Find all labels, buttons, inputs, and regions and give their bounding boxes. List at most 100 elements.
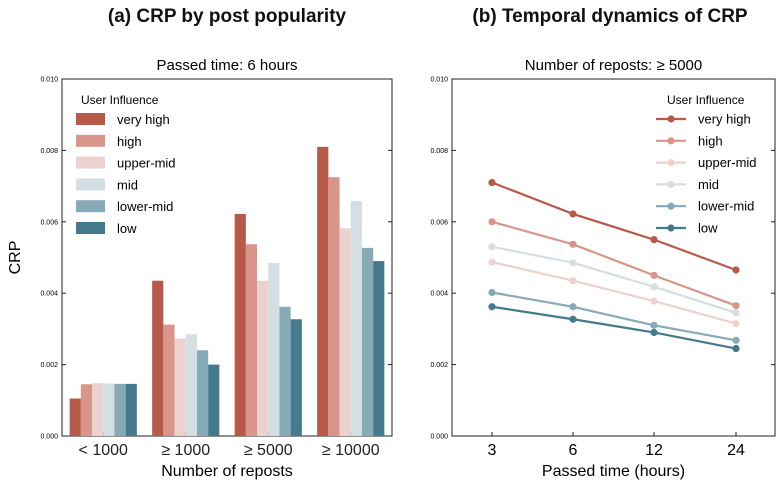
point-mid: [650, 283, 658, 291]
panel-a-ytick-label: 0.004: [40, 291, 58, 298]
bar-mid: [103, 383, 115, 436]
point-high: [650, 271, 658, 279]
point-low: [650, 328, 658, 337]
bar-mid: [350, 201, 362, 436]
point-upper-mid: [569, 277, 577, 285]
line-high: [491, 220, 737, 307]
panel-a-legend-swatch: [76, 200, 105, 213]
bar-low: [373, 261, 385, 436]
panel-b-legend-marker: [667, 137, 675, 145]
point-lower-mid: [488, 288, 496, 297]
panel-b-frame: [451, 78, 776, 437]
panel-b-xtick-label: 24: [727, 442, 745, 459]
panel-a-legend-label: lower-mid: [117, 199, 173, 214]
panel-a-legend-swatch: [76, 222, 105, 234]
point-mid: [569, 259, 577, 267]
point-lower-mid: [569, 303, 577, 311]
point-very-high: [569, 210, 577, 218]
point-very-high: [488, 178, 496, 187]
panel-a-legend-swatch: [76, 156, 105, 169]
panel-b-ytick-label: 0.002: [430, 362, 448, 369]
line-low: [491, 305, 737, 350]
panel-a-legend-swatch: [76, 113, 105, 125]
panel-b-legend-label: mid: [698, 177, 719, 192]
panel-a-ytick-label: 0.002: [40, 362, 58, 369]
point-lower-mid: [732, 336, 740, 344]
panel-a-ytick-label: 0.006: [40, 219, 58, 226]
point-upper-mid: [650, 297, 658, 305]
panel-a-xtick-label: < 1000: [79, 442, 128, 459]
line-mid: [491, 245, 737, 314]
bar-upper-mid: [257, 280, 269, 436]
point-high: [488, 218, 496, 226]
bar-very-high: [317, 146, 329, 436]
point-upper-mid: [732, 319, 740, 328]
bar-upper-mid: [339, 228, 351, 436]
panel-a-legend-title: User Influence: [81, 93, 159, 107]
panel-b-xtick-label: 6: [569, 442, 578, 459]
point-low: [732, 344, 740, 353]
panel-b-ytick-label: 0.006: [430, 219, 448, 226]
figure-title-b: (b) Temporal dynamics of CRP: [472, 6, 748, 27]
bar-high: [80, 384, 93, 436]
panel-a: Passed time: 6 hours 0.000 0.002 0.004 0.006…: [7, 57, 393, 480]
bar-lower-mid: [361, 247, 374, 436]
point-mid: [732, 309, 740, 317]
bar-lower-mid: [196, 350, 209, 436]
panel-a-legend-label: low: [117, 221, 137, 236]
bar-high: [328, 177, 340, 437]
panel-b-ytick-label: 0.004: [430, 291, 448, 298]
panel-a-ylabel: CRP: [7, 241, 24, 275]
panel-b-legend-label: upper-mid: [698, 155, 757, 170]
panel-b-legend-title: User Influence: [667, 93, 745, 107]
point-low: [569, 315, 577, 323]
panel-b: Number of reposts: ≥ 5000 0.000 0.002 0.004…: [430, 57, 776, 480]
panel-a-legend-label: mid: [117, 177, 138, 192]
point-very-high: [650, 236, 658, 244]
panel-b-legend-label: high: [698, 133, 723, 148]
panel-a-frame: [61, 78, 393, 437]
bar-mid: [185, 334, 197, 436]
bar-very-high: [69, 398, 81, 436]
panel-b-legend-label: very high: [698, 112, 751, 127]
bar-low: [208, 364, 220, 436]
bar-low: [125, 383, 137, 436]
panel-a-xtick-label: ≥ 5000: [244, 442, 293, 459]
bar-high: [163, 324, 175, 436]
bar-upper-mid: [92, 383, 104, 436]
panel-b-ytick-label: 0.010: [430, 77, 448, 84]
panel-a-xtick-label: ≥ 10000: [322, 442, 380, 459]
panel-b-legend-marker: [667, 202, 675, 210]
panel-b-legend-label: lower-mid: [698, 199, 754, 214]
bar-lower-mid: [114, 383, 126, 436]
panel-a-legend-label: upper-mid: [117, 156, 176, 171]
panel-a-xtick-label: ≥ 1000: [161, 442, 210, 459]
panel-a-ytick-label: 0.010: [40, 77, 58, 84]
point-upper-mid: [488, 258, 496, 266]
panel-b-legend-marker: [667, 224, 675, 232]
panel-a-ytick-label: 0.000: [40, 434, 58, 441]
bar-lower-mid: [279, 306, 291, 436]
panel-a-legend-label: very high: [117, 112, 170, 127]
figure-title-a: (a) CRP by post popularity: [107, 6, 347, 27]
panel-b-xtick-label: 3: [488, 442, 497, 459]
line-upper-mid: [491, 261, 737, 325]
point-mid: [488, 243, 496, 251]
bar-very-high: [152, 280, 164, 436]
panel-a-ytick-label: 0.008: [40, 148, 58, 155]
line-very-high: [491, 181, 737, 272]
panel-a-legend-swatch: [76, 134, 105, 147]
point-high: [569, 240, 577, 248]
panel-b-legend-marker: [667, 180, 675, 188]
bar-mid: [268, 262, 280, 436]
panel-b-subtitle: Number of reposts: ≥ 5000: [525, 57, 703, 74]
panel-b-xlabel: Passed time (hours): [542, 463, 685, 480]
point-high: [732, 302, 740, 310]
panel-a-xlabel: Number of reposts: [161, 463, 293, 480]
bar-very-high: [234, 213, 246, 436]
bar-upper-mid: [174, 338, 186, 436]
point-very-high: [732, 266, 740, 274]
point-lower-mid: [650, 321, 658, 329]
panel-b-legend-marker: [667, 115, 675, 123]
